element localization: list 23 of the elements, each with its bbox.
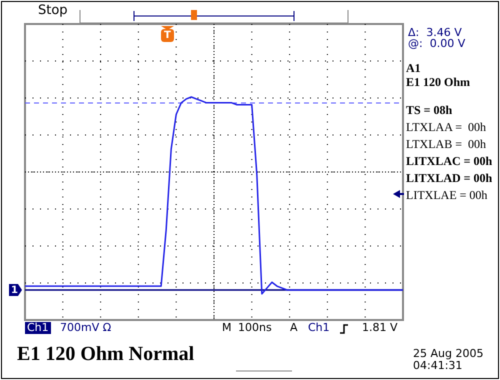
text: E1 120 Ohm Normal [17,343,194,366]
text: 100ns [238,321,272,334]
text: Δ: 3.46 V [408,26,462,39]
text: M [222,321,232,334]
text: @: 0.00 V [408,37,466,50]
text: TS = 08h [406,103,452,118]
text: 700mV Ω [60,321,112,334]
text: LTXLAA = 00h [406,120,486,134]
text: LITXLAD = 00h [406,171,492,186]
text: A [290,321,298,334]
text: E1 120 Ohm [406,75,470,90]
text: Ch1 [25,321,51,334]
text: 1 [11,285,18,296]
text: Stop [38,3,68,18]
text: Ch1 [308,321,330,334]
text: LITXLAE = 00h [406,188,488,202]
text: 25 Aug 2005 [413,347,484,360]
text: 1.81 V [362,321,398,334]
text: T [164,30,171,41]
text: LTXLAB = 00h [406,137,486,152]
text: 04:41:31 [413,359,462,372]
text: LITXLAC = 00h [406,154,492,168]
text: A1 [406,61,421,76]
